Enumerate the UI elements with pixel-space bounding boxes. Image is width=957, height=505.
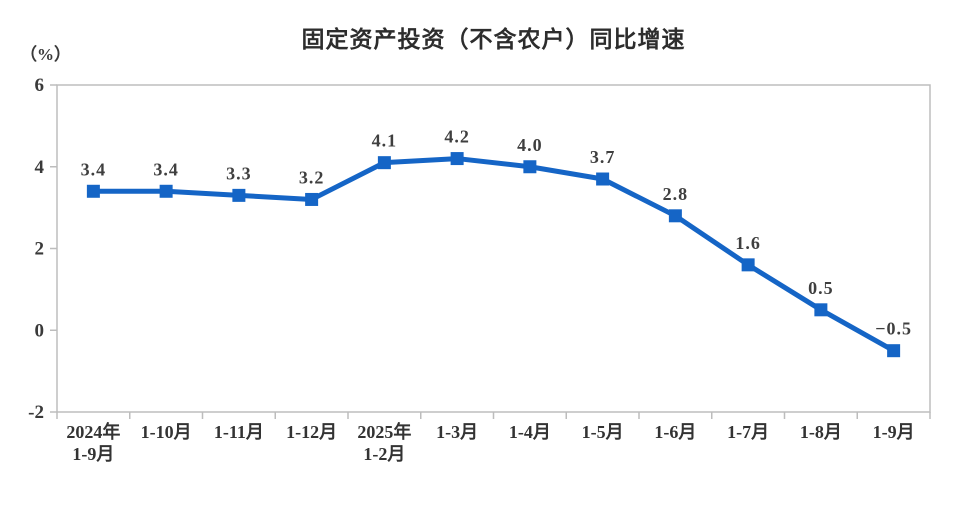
- x-axis-label: 1-5月: [582, 422, 624, 442]
- data-point-marker: [86, 184, 100, 198]
- data-value-label: 3.4: [81, 159, 107, 179]
- data-value-label: 4.2: [444, 127, 470, 147]
- data-value-label: 3.2: [299, 167, 325, 187]
- x-axis-label: 2024年 1-9月: [66, 421, 120, 464]
- data-point-marker: [159, 184, 173, 198]
- y-axis-unit-label: （%）: [20, 45, 71, 64]
- data-value-label: 3.3: [226, 163, 252, 183]
- x-axis-label: 1-9月: [873, 422, 915, 442]
- data-point-marker: [741, 258, 755, 272]
- x-axis-label: 1-6月: [654, 422, 696, 442]
- x-axis-label: 1-7月: [727, 422, 769, 442]
- data-value-label: 0.5: [808, 278, 834, 298]
- y-axis-tick-label: 2: [35, 239, 45, 260]
- y-axis-tick-label: -2: [28, 402, 44, 423]
- data-point-marker: [377, 156, 391, 170]
- data-value-label: 3.4: [153, 159, 179, 179]
- data-point-marker: [596, 172, 610, 186]
- x-axis-label: 1-12月: [286, 422, 337, 442]
- data-point-marker: [232, 188, 246, 202]
- data-point-marker: [450, 152, 464, 166]
- data-value-label: 4.1: [372, 131, 398, 151]
- x-axis-label: 1-4月: [509, 422, 551, 442]
- chart-title: 固定资产投资（不含农户）同比增速: [301, 26, 686, 52]
- x-axis-label: 2025年 1-2月: [357, 421, 411, 464]
- y-axis-tick-label: 6: [35, 75, 45, 96]
- data-value-label: 1.6: [735, 233, 761, 253]
- y-axis-tick-label: 0: [35, 320, 45, 341]
- data-point-marker: [814, 303, 828, 317]
- data-value-label: 4.0: [517, 135, 543, 155]
- y-axis-tick-label: 4: [35, 157, 45, 178]
- x-axis-label: 1-11月: [214, 422, 264, 442]
- data-line: [90, 156, 897, 354]
- data-point-marker: [305, 192, 319, 206]
- x-axis-label: 1-10月: [141, 422, 192, 442]
- data-value-label: 3.7: [590, 147, 616, 167]
- data-point-marker: [523, 160, 537, 174]
- x-axis-label: 1-3月: [436, 422, 478, 442]
- data-value-label: 2.8: [663, 184, 689, 204]
- plot-border: [56, 84, 931, 413]
- data-value-label: −0.5: [875, 319, 912, 339]
- x-axis-label: 1-8月: [800, 422, 842, 442]
- data-point-marker: [668, 209, 682, 223]
- data-point-marker: [887, 344, 901, 358]
